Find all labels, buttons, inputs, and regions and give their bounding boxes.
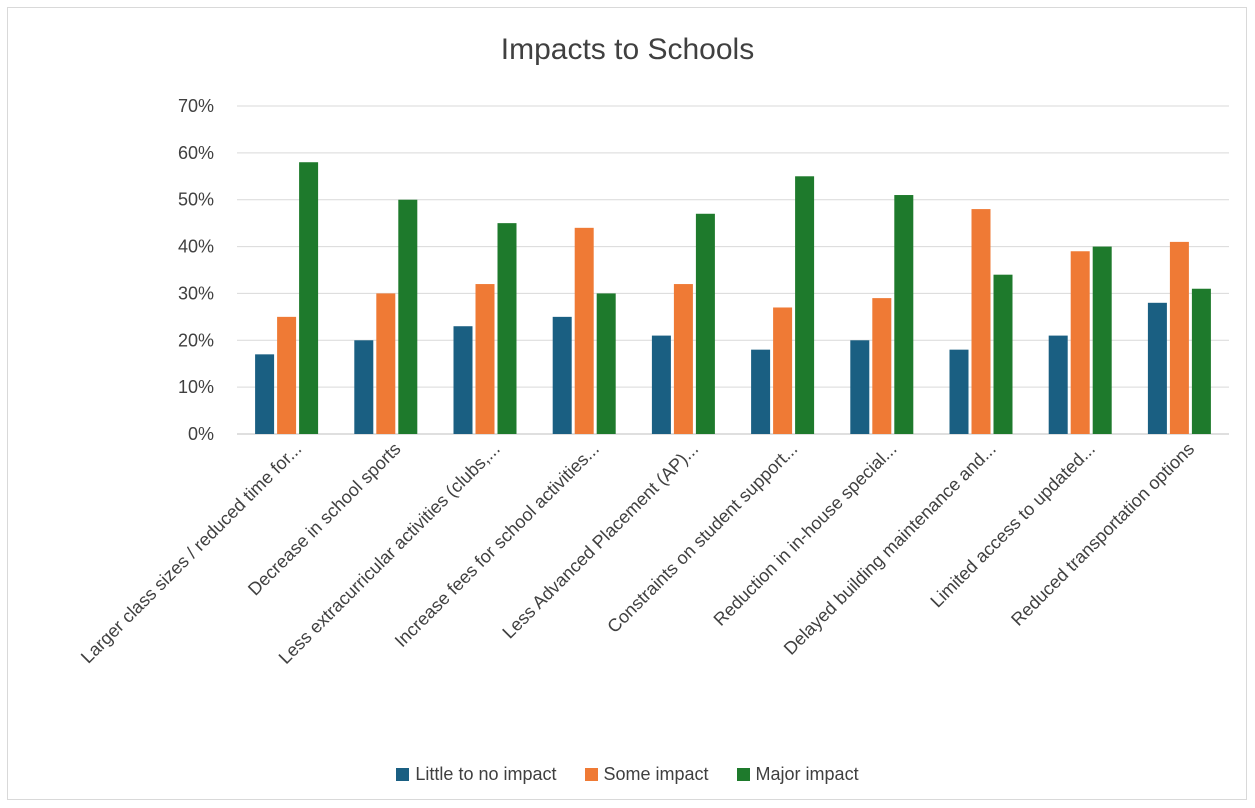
y-tick-label: 20% — [178, 330, 214, 350]
bar-little-to-no-impact — [1048, 335, 1068, 434]
bar-major-impact — [795, 176, 815, 435]
y-tick-label: 50% — [178, 190, 214, 210]
chart-title: Impacts to Schools — [500, 33, 755, 66]
bar-little-to-no-impact — [751, 349, 771, 434]
bar-major-impact — [695, 213, 715, 434]
x-axis-categories: Larger class sizes / reduced time for...… — [77, 439, 1198, 668]
legend-swatch — [736, 768, 750, 781]
bar-some-impact — [773, 307, 793, 434]
legend-label: Major impact — [755, 764, 859, 784]
legend-swatch — [396, 768, 410, 781]
bar-major-impact — [993, 274, 1013, 434]
y-tick-label: 70% — [178, 96, 214, 116]
y-tick-label: 0% — [188, 424, 214, 444]
x-category-label: Less Advanced Placement (AP)... — [498, 439, 702, 643]
bar-major-impact — [398, 199, 418, 434]
bar-some-impact — [574, 227, 594, 434]
y-tick-label: 30% — [178, 283, 214, 303]
bar-some-impact — [277, 316, 297, 434]
legend-item: Little to no impact — [396, 764, 557, 785]
bar-some-impact — [1169, 241, 1189, 434]
bar-major-impact — [1092, 246, 1112, 434]
bar-little-to-no-impact — [949, 349, 969, 434]
legend-label: Little to no impact — [415, 764, 557, 784]
bar-little-to-no-impact — [354, 340, 374, 434]
x-category-label: Reduction in in-house special... — [710, 439, 901, 630]
bar-some-impact — [673, 284, 693, 434]
bar-some-impact — [971, 209, 991, 434]
y-tick-label: 10% — [178, 377, 214, 397]
bar-little-to-no-impact — [453, 326, 473, 434]
bar-some-impact — [376, 293, 396, 434]
bar-major-impact — [596, 293, 616, 434]
bar-little-to-no-impact — [850, 340, 870, 434]
legend-swatch — [584, 768, 598, 781]
x-category-label: Increase fees for school activities... — [391, 439, 603, 651]
legend-label: Some impact — [603, 764, 709, 784]
legend-item: Some impact — [584, 764, 709, 785]
bars — [255, 162, 1211, 435]
bar-major-impact — [497, 223, 517, 434]
x-category-label: Delayed building maintenance and... — [780, 439, 1000, 659]
legend-item: Major impact — [736, 764, 859, 785]
bar-little-to-no-impact — [552, 316, 572, 434]
x-category-label: Larger class sizes / reduced time for... — [77, 439, 305, 667]
bar-little-to-no-impact — [255, 354, 275, 434]
bar-little-to-no-impact — [651, 335, 671, 434]
legend: Little to no impact Some impact Major impa… — [0, 764, 1255, 785]
y-tick-label: 60% — [178, 143, 214, 163]
bar-little-to-no-impact — [1147, 302, 1167, 434]
bar-some-impact — [475, 284, 495, 434]
x-category-label: Less extracurricular activities (clubs,.… — [275, 439, 504, 668]
bar-major-impact — [299, 162, 319, 434]
chart-frame — [7, 7, 1247, 800]
x-category-label: Limited access to updated... — [926, 439, 1099, 612]
bar-major-impact — [1191, 288, 1211, 434]
x-category-label: Reduced transportation options — [1007, 439, 1198, 630]
bar-major-impact — [894, 195, 914, 434]
y-axis-ticks: 0% 10% 20% 30% 40% 50% 60% 70% — [178, 96, 214, 444]
bar-some-impact — [872, 298, 892, 434]
x-category-label: Constraints on student support... — [603, 439, 801, 637]
bar-some-impact — [1070, 251, 1090, 434]
y-tick-label: 40% — [178, 237, 214, 257]
